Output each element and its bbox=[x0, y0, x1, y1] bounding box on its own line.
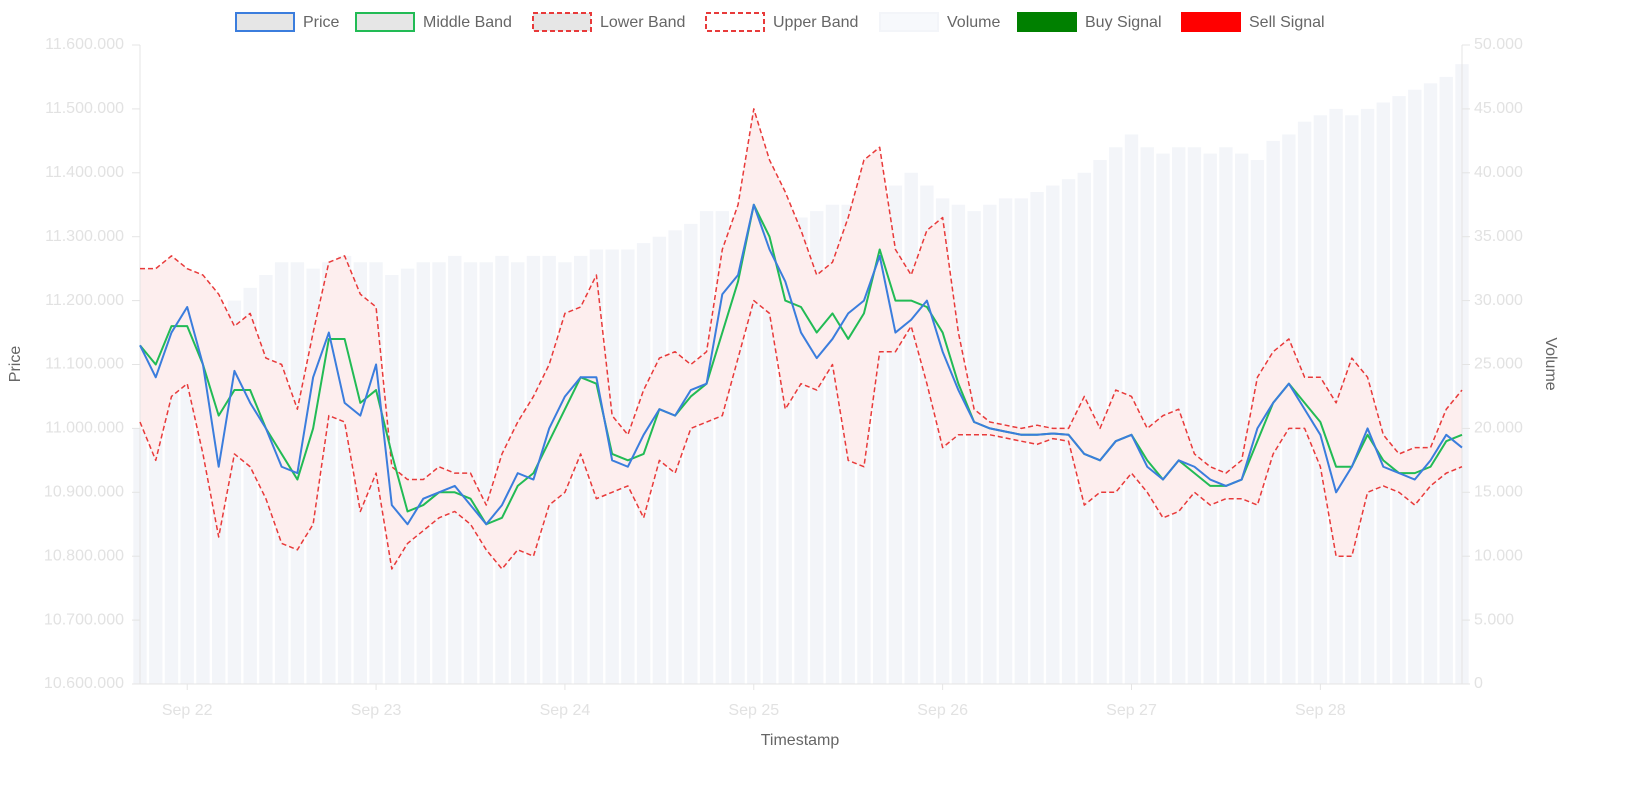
volume-bar bbox=[951, 204, 966, 684]
y-tick-label: 10.700.000 bbox=[44, 611, 124, 628]
volume-bar bbox=[983, 204, 997, 684]
volume-bar bbox=[416, 262, 430, 684]
volume-bar bbox=[1376, 102, 1390, 684]
x-tick-label: Sep 24 bbox=[540, 702, 591, 719]
volume-bar bbox=[1187, 147, 1202, 685]
series-line bbox=[139, 299, 1463, 570]
y2-tick-label: 40.000 bbox=[1474, 164, 1523, 181]
volume-bar bbox=[479, 262, 493, 684]
y-axis-title: Price bbox=[7, 346, 24, 383]
legend-label: Volume bbox=[947, 14, 1000, 31]
legend-swatch bbox=[235, 12, 295, 32]
legend-item: Upper Band bbox=[705, 12, 858, 32]
y-tick-label: 11.500.000 bbox=[45, 100, 124, 117]
volume-bar bbox=[1392, 96, 1406, 685]
legend-item: Lower Band bbox=[532, 12, 685, 32]
y2-tick-label: 25.000 bbox=[1474, 356, 1523, 373]
legend-label: Lower Band bbox=[600, 14, 685, 31]
y-tick-label: 10.600.000 bbox=[44, 675, 124, 692]
series-line bbox=[140, 108, 1463, 506]
volume-bar bbox=[1203, 153, 1217, 684]
volume-bar bbox=[1219, 147, 1233, 685]
x-tick-label: Sep 28 bbox=[1295, 702, 1346, 719]
legend-swatch bbox=[355, 12, 415, 32]
y2-axis-title: Volume bbox=[1542, 337, 1559, 390]
legend-swatch bbox=[1181, 12, 1241, 32]
legend-item: Price bbox=[235, 12, 340, 32]
x-tick-label: Sep 26 bbox=[917, 702, 968, 719]
legend-label: Price bbox=[303, 14, 340, 31]
y-tick-label: 11.200.000 bbox=[45, 292, 124, 309]
volume-bar bbox=[699, 211, 714, 684]
legend-label: Upper Band bbox=[773, 14, 858, 31]
volume-bar bbox=[1439, 76, 1453, 684]
volume-bar bbox=[1093, 160, 1107, 684]
legend-swatch bbox=[705, 12, 765, 32]
x-tick-label: Sep 27 bbox=[1106, 702, 1157, 719]
x-tick-label: Sep 22 bbox=[162, 702, 213, 719]
series-line bbox=[139, 203, 1463, 526]
x-axis-title: Timestamp bbox=[761, 732, 840, 749]
legend-item: Buy Signal bbox=[1017, 12, 1162, 32]
volume-bar bbox=[1408, 89, 1422, 685]
y2-tick-label: 10.000 bbox=[1474, 547, 1523, 564]
y-tick-label: 11.000.000 bbox=[45, 420, 124, 437]
x-tick-label: Sep 25 bbox=[728, 702, 779, 719]
volume-bar bbox=[998, 198, 1013, 685]
volume-bar bbox=[747, 204, 761, 684]
legend-label: Sell Signal bbox=[1249, 14, 1325, 31]
legend-item: Volume bbox=[879, 12, 1000, 32]
volume-bar bbox=[1423, 83, 1438, 685]
volume-bar bbox=[180, 338, 194, 684]
y2-tick-label: 30.000 bbox=[1474, 292, 1523, 309]
legend-swatch bbox=[879, 12, 939, 32]
y2-tick-label: 15.000 bbox=[1474, 484, 1523, 501]
y2-tick-label: 45.000 bbox=[1474, 100, 1523, 117]
y-tick-label: 10.900.000 bbox=[44, 484, 124, 501]
band-fill bbox=[140, 108, 1462, 569]
volume-bar bbox=[1234, 153, 1249, 684]
volume-bar bbox=[164, 377, 179, 684]
legend-item: Sell Signal bbox=[1181, 12, 1325, 32]
y-tick-label: 11.600.000 bbox=[45, 36, 124, 53]
y2-tick-label: 20.000 bbox=[1474, 420, 1523, 437]
legend-swatch bbox=[1017, 12, 1077, 32]
volume-bar bbox=[1140, 147, 1154, 685]
volume-bar bbox=[904, 172, 918, 685]
legend-label: Middle Band bbox=[423, 14, 512, 31]
y-tick-label: 11.100.000 bbox=[45, 356, 124, 373]
x-tick-label: Sep 23 bbox=[351, 702, 402, 719]
y2-tick-label: 35.000 bbox=[1474, 228, 1523, 245]
legend-label: Buy Signal bbox=[1085, 14, 1162, 31]
y2-tick-label: 0 bbox=[1474, 675, 1483, 692]
volume-bar bbox=[448, 255, 462, 684]
volume-bar bbox=[967, 211, 981, 684]
volume-bar bbox=[149, 402, 163, 684]
y2-tick-label: 50.000 bbox=[1474, 36, 1523, 53]
volume-bar bbox=[684, 223, 698, 685]
y-tick-label: 10.800.000 bbox=[44, 547, 124, 564]
y2-tick-label: 5.000 bbox=[1474, 611, 1514, 628]
legend-item: Middle Band bbox=[355, 12, 512, 32]
y-tick-label: 11.400.000 bbox=[45, 164, 124, 181]
y-tick-label: 11.300.000 bbox=[45, 228, 124, 245]
legend-swatch bbox=[532, 12, 592, 32]
volume-bar bbox=[400, 268, 415, 684]
